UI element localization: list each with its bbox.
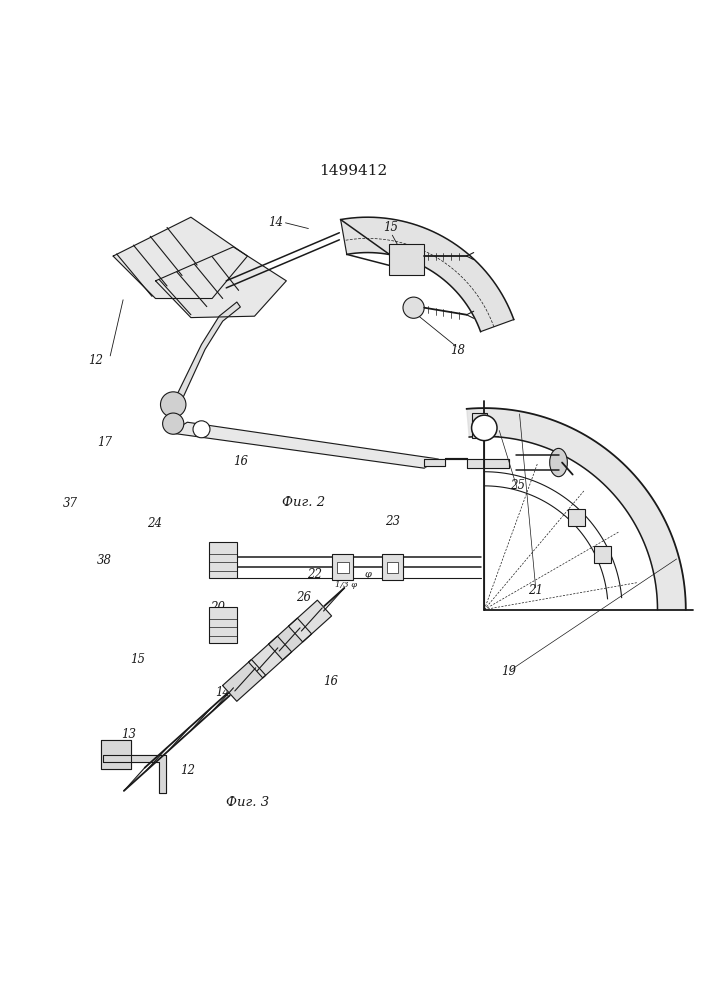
- Polygon shape: [113, 217, 247, 299]
- Polygon shape: [249, 636, 292, 678]
- Text: 25: 25: [510, 479, 525, 492]
- Polygon shape: [173, 302, 240, 408]
- Text: 14: 14: [268, 216, 284, 229]
- Text: 12: 12: [180, 764, 195, 777]
- Bar: [382, 554, 403, 580]
- Text: φ: φ: [364, 570, 371, 579]
- Polygon shape: [341, 217, 514, 332]
- Text: 15: 15: [130, 653, 146, 666]
- Text: 17: 17: [97, 436, 112, 449]
- Text: 21: 21: [528, 584, 544, 597]
- Text: 15: 15: [383, 221, 399, 234]
- Bar: [332, 554, 354, 580]
- Polygon shape: [156, 247, 286, 318]
- Text: 20: 20: [210, 601, 226, 614]
- Text: 24: 24: [146, 517, 162, 530]
- Polygon shape: [101, 740, 131, 769]
- Polygon shape: [223, 660, 266, 701]
- Text: 37: 37: [63, 497, 78, 510]
- Bar: [595, 546, 612, 563]
- Text: 19: 19: [501, 665, 517, 678]
- Polygon shape: [269, 618, 312, 660]
- Text: 22: 22: [307, 568, 322, 581]
- Text: 26: 26: [296, 591, 312, 604]
- Bar: [568, 509, 585, 526]
- Circle shape: [163, 413, 184, 434]
- Text: Фиг. 2: Фиг. 2: [283, 496, 325, 509]
- Bar: [387, 562, 398, 573]
- Text: Фиг. 3: Фиг. 3: [226, 796, 269, 809]
- Ellipse shape: [550, 448, 567, 477]
- Text: 14: 14: [215, 686, 230, 699]
- Bar: [209, 542, 237, 578]
- Bar: [472, 413, 487, 438]
- Circle shape: [472, 415, 497, 441]
- Polygon shape: [288, 600, 332, 642]
- Polygon shape: [170, 422, 438, 468]
- Bar: [389, 244, 424, 275]
- Text: 18: 18: [450, 344, 466, 357]
- Polygon shape: [424, 458, 509, 468]
- Circle shape: [193, 421, 210, 438]
- Text: 12: 12: [88, 354, 103, 367]
- Bar: [337, 562, 349, 573]
- Circle shape: [403, 297, 424, 318]
- Polygon shape: [103, 755, 166, 793]
- Bar: [209, 607, 237, 643]
- Text: 16: 16: [323, 675, 339, 688]
- Text: 16: 16: [233, 455, 248, 468]
- Text: 1499412: 1499412: [320, 164, 387, 178]
- Polygon shape: [467, 408, 686, 610]
- Text: 23: 23: [385, 515, 400, 528]
- Circle shape: [160, 392, 186, 417]
- Text: 38: 38: [97, 554, 112, 567]
- Text: 13: 13: [121, 728, 136, 741]
- Text: 1/3 φ: 1/3 φ: [335, 581, 358, 589]
